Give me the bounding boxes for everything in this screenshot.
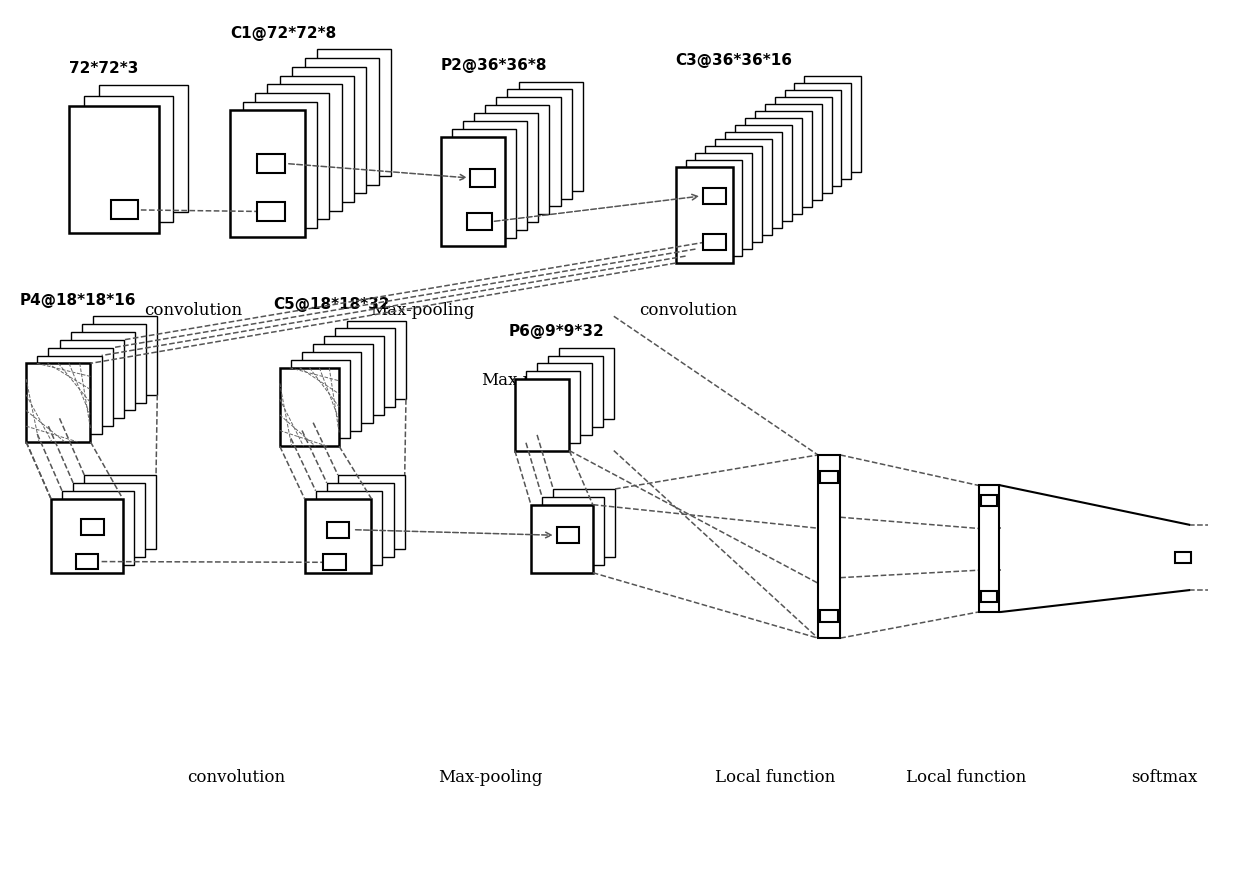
Bar [336, 328, 394, 407]
Bar [463, 121, 527, 230]
Bar [981, 495, 997, 507]
Bar [696, 153, 753, 249]
Bar [526, 371, 580, 443]
Bar [84, 475, 156, 550]
Bar [69, 106, 159, 233]
Bar [466, 213, 491, 230]
Bar [325, 336, 383, 415]
Bar [258, 202, 285, 221]
Bar [255, 93, 330, 220]
Bar [82, 519, 104, 535]
Text: convolution: convolution [639, 303, 737, 319]
Text: C3@36*36*16: C3@36*36*16 [676, 52, 792, 67]
Bar [112, 200, 139, 220]
Bar [474, 113, 538, 222]
Bar [243, 102, 317, 228]
Text: Max-pooling: Max-pooling [438, 769, 542, 786]
Bar [725, 132, 782, 228]
Bar [745, 118, 802, 214]
Bar [327, 522, 348, 537]
Bar [76, 554, 98, 570]
Bar [303, 352, 361, 430]
Bar [470, 169, 495, 186]
Bar [821, 471, 838, 483]
Bar [231, 110, 305, 237]
Bar [1174, 552, 1190, 564]
Text: P6@9*9*32: P6@9*9*32 [508, 324, 604, 339]
Bar [99, 85, 188, 212]
Bar [93, 316, 157, 395]
Bar [765, 104, 822, 200]
Bar [703, 188, 725, 204]
Text: 72*72*3: 72*72*3 [69, 61, 139, 76]
Bar [557, 528, 579, 543]
Text: Local function: Local function [714, 769, 835, 786]
Bar [981, 592, 997, 602]
Bar [755, 111, 812, 207]
Bar [559, 347, 614, 419]
Bar [82, 324, 146, 402]
Text: Local function: Local function [906, 769, 1027, 786]
Bar [485, 105, 549, 214]
Bar [978, 486, 998, 612]
Bar [60, 340, 124, 418]
Bar [291, 360, 350, 438]
Bar [542, 497, 604, 565]
Bar [305, 58, 378, 185]
Bar [84, 95, 174, 222]
Bar [293, 66, 366, 193]
Bar [553, 489, 615, 557]
Bar [346, 320, 405, 399]
Bar [507, 89, 572, 199]
Bar [305, 499, 371, 573]
Bar [706, 146, 763, 242]
Bar [805, 76, 862, 172]
Bar [26, 363, 91, 442]
Text: P2@36*36*8: P2@36*36*8 [440, 58, 547, 73]
Bar [71, 332, 135, 410]
Bar [548, 355, 603, 427]
Bar [686, 160, 743, 256]
Bar [339, 475, 404, 550]
Bar [314, 344, 372, 423]
Bar [280, 75, 353, 202]
Bar [37, 355, 102, 434]
Text: Max-pooling: Max-pooling [370, 303, 474, 319]
Bar [537, 363, 591, 435]
Bar [73, 483, 145, 557]
Bar [785, 90, 842, 186]
Bar [531, 505, 593, 573]
Bar [703, 234, 725, 249]
Bar [496, 97, 560, 206]
Text: convolution: convolution [144, 303, 242, 319]
Bar [515, 379, 569, 451]
Bar [258, 154, 285, 173]
Bar [818, 455, 841, 638]
Bar [280, 368, 340, 446]
Text: Max-pooling: Max-pooling [481, 372, 585, 389]
Bar [451, 129, 516, 238]
Bar [327, 483, 393, 557]
Bar [795, 83, 852, 179]
Bar [440, 136, 505, 246]
Text: convolution: convolution [187, 769, 285, 786]
Bar [317, 49, 391, 176]
Bar [316, 491, 382, 565]
Bar [62, 491, 134, 565]
Text: softmax: softmax [1131, 769, 1198, 786]
Bar [48, 347, 113, 426]
Text: P4@18*18*16: P4@18*18*16 [20, 292, 136, 307]
Bar [518, 81, 583, 191]
Bar [715, 139, 773, 235]
Text: C5@18*18*32: C5@18*18*32 [274, 297, 391, 311]
Bar [51, 499, 123, 573]
Bar [821, 610, 838, 622]
Text: C1@72*72*8: C1@72*72*8 [231, 25, 336, 40]
Bar [324, 555, 346, 570]
Bar [735, 125, 792, 221]
Bar [268, 84, 342, 211]
Bar [775, 97, 832, 193]
Bar [676, 167, 733, 263]
